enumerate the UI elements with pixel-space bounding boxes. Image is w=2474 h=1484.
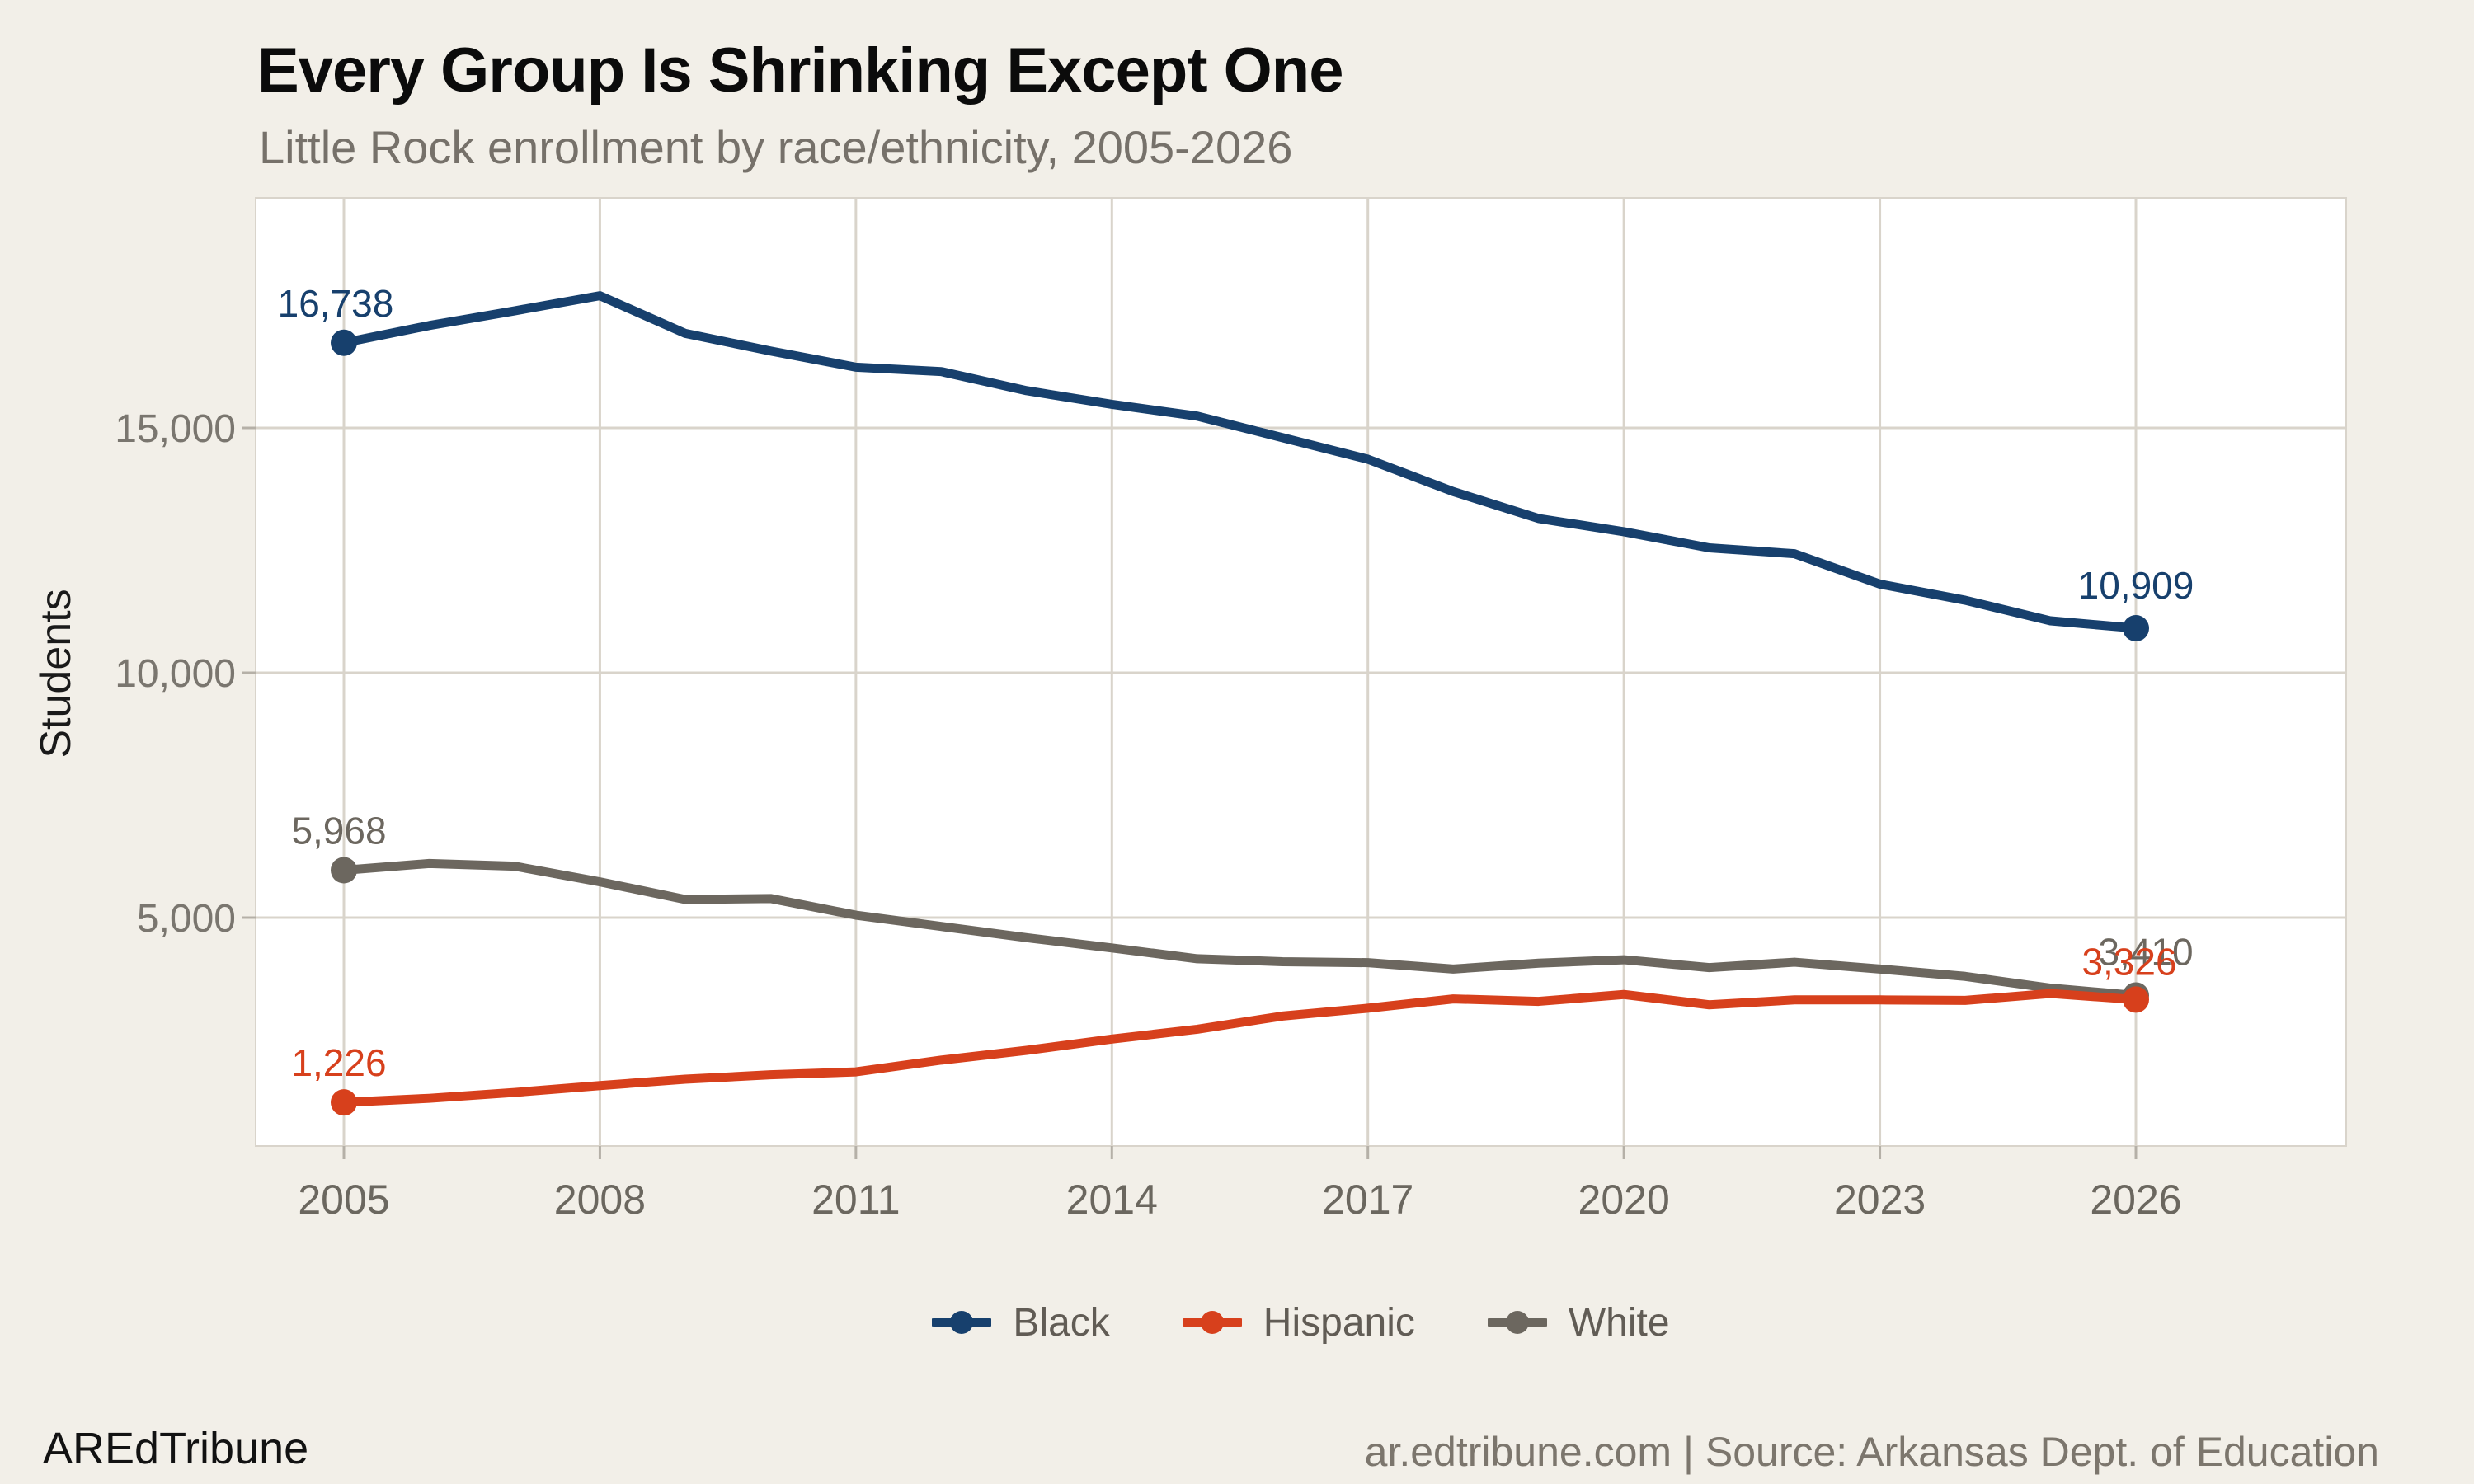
source-attribution: ar.edtribune.com | Source: Arkansas Dept… xyxy=(1364,1429,2379,1475)
data-label-start-black: 16,738 xyxy=(278,282,394,325)
chart-title: Every Group Is Shrinking Except One xyxy=(257,35,1343,106)
data-label-start-white: 5,968 xyxy=(291,810,386,852)
data-label-end-hispanic: 3,326 xyxy=(2081,940,2176,983)
data-label-end-black: 10,909 xyxy=(2078,564,2194,607)
chart-legend: Black Hispanic White xyxy=(256,1291,2346,1354)
legend-marker-line-dot-icon xyxy=(1182,1311,1242,1334)
series-end-dot-black xyxy=(2123,615,2149,642)
legend-marker-line-dot-icon xyxy=(932,1311,992,1334)
brand-wordmark: AREdTribune xyxy=(43,1424,309,1473)
x-tick-label: 2017 xyxy=(1322,1176,1413,1223)
legend-item-white: White xyxy=(1487,1300,1670,1345)
y-tick-label: 5,000 xyxy=(137,897,236,941)
legend-label: Hispanic xyxy=(1263,1300,1415,1345)
legend-label: Black xyxy=(1013,1300,1110,1345)
series-start-dot-black xyxy=(331,329,357,356)
x-tick-label: 2011 xyxy=(811,1176,901,1223)
data-label-start-hispanic: 1,226 xyxy=(291,1041,386,1084)
x-tick-label: 2014 xyxy=(1066,1176,1158,1223)
legend-item-hispanic: Hispanic xyxy=(1182,1300,1415,1345)
series-start-dot-white xyxy=(331,857,357,884)
series-line-black xyxy=(339,291,2141,633)
series-start-dot-hispanic xyxy=(331,1089,357,1116)
x-tick-label: 2023 xyxy=(1834,1176,1926,1223)
series-line-hispanic xyxy=(339,989,2141,1107)
series-line-white xyxy=(339,858,2141,1000)
x-tick-label: 2026 xyxy=(2090,1176,2181,1223)
x-tick-label: 2008 xyxy=(554,1176,646,1223)
legend-marker-line-dot-icon xyxy=(1487,1311,1547,1334)
data-label-end-white: 3,410 xyxy=(2098,930,2193,973)
legend-label: White xyxy=(1568,1300,1670,1345)
x-tick-label: 2005 xyxy=(298,1176,389,1223)
x-tick-label: 2020 xyxy=(1578,1176,1670,1223)
series-end-dot-hispanic xyxy=(2123,986,2149,1013)
chart-subtitle: Little Rock enrollment by race/ethnicity… xyxy=(259,121,1293,173)
y-tick-label: 10,000 xyxy=(115,652,236,696)
legend-item-black: Black xyxy=(932,1300,1110,1345)
y-axis-title: Students xyxy=(32,589,80,758)
y-tick-label: 15,000 xyxy=(115,407,236,451)
